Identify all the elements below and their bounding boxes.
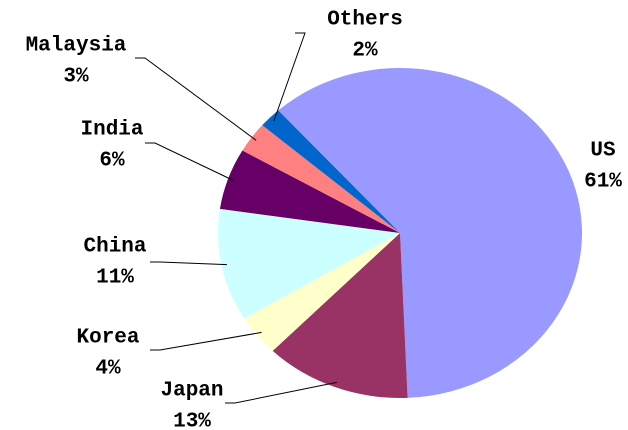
slice-label: India — [80, 119, 143, 142]
leader-line — [145, 142, 234, 181]
pie-slice — [242, 125, 400, 233]
slice-label: Others — [327, 9, 403, 32]
pie-slice — [278, 67, 582, 398]
pie-slice — [219, 150, 400, 233]
leader-line — [225, 381, 337, 404]
pie-slice — [244, 233, 400, 351]
leader-line — [150, 331, 262, 351]
leader-line — [273, 32, 306, 122]
slice-value-label: 11% — [96, 267, 134, 290]
slice-label: Korea — [76, 327, 139, 350]
pie-slice — [272, 233, 408, 398]
slice-value-label: 2% — [352, 40, 378, 63]
slice-value-label: 6% — [99, 150, 125, 173]
slice-label: China — [83, 236, 146, 259]
slice-label: Japan — [160, 380, 223, 403]
leader-line — [150, 261, 227, 266]
slice-label: US — [590, 140, 615, 163]
slice-value-label: 13% — [173, 411, 211, 430]
pie-slice — [262, 110, 400, 233]
pie-slice — [218, 208, 400, 319]
leader-line — [135, 57, 257, 141]
slice-label: Malaysia — [26, 35, 127, 58]
slice-value-label: 4% — [95, 358, 121, 381]
slice-value-label: 3% — [63, 66, 89, 89]
slice-value-label: 61% — [584, 171, 622, 194]
